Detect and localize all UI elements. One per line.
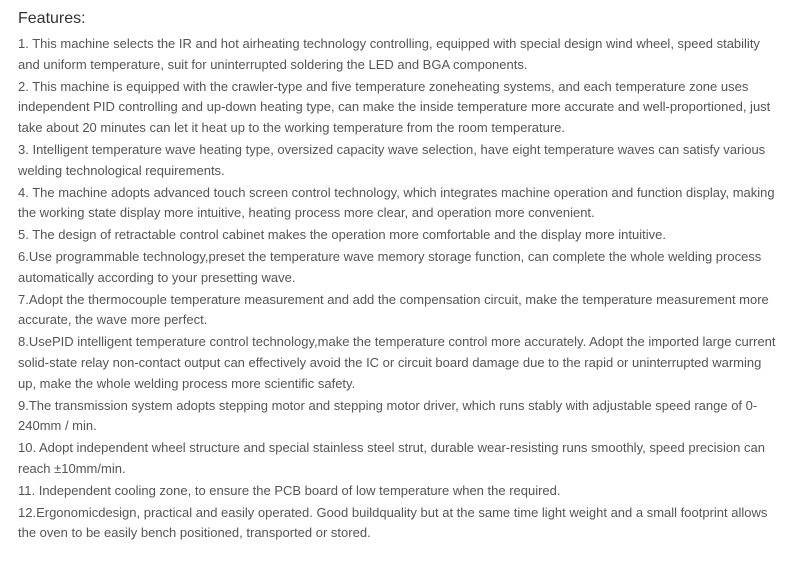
feature-item: 4. The machine adopts advanced touch scr…: [18, 183, 779, 225]
feature-item: 2. This machine is equipped with the cra…: [18, 77, 779, 139]
features-list: 1. This machine selects the IR and hot a…: [18, 34, 779, 544]
feature-item: 5. The design of retractable control cab…: [18, 225, 779, 246]
feature-item: 12.Ergonomicdesign, practical and easily…: [18, 503, 779, 545]
feature-item: 1. This machine selects the IR and hot a…: [18, 34, 779, 76]
feature-item: 11. Independent cooling zone, to ensure …: [18, 481, 779, 502]
feature-item: 7.Adopt the thermocouple temperature mea…: [18, 290, 779, 332]
feature-item: 10. Adopt independent wheel structure an…: [18, 438, 779, 480]
feature-item: 3. Intelligent temperature wave heating …: [18, 140, 779, 182]
feature-item: 9.The transmission system adopts steppin…: [18, 396, 779, 438]
feature-item: 6.Use programmable technology,preset the…: [18, 247, 779, 289]
feature-item: 8.UsePID intelligent temperature control…: [18, 332, 779, 394]
features-heading: Features:: [18, 10, 779, 28]
